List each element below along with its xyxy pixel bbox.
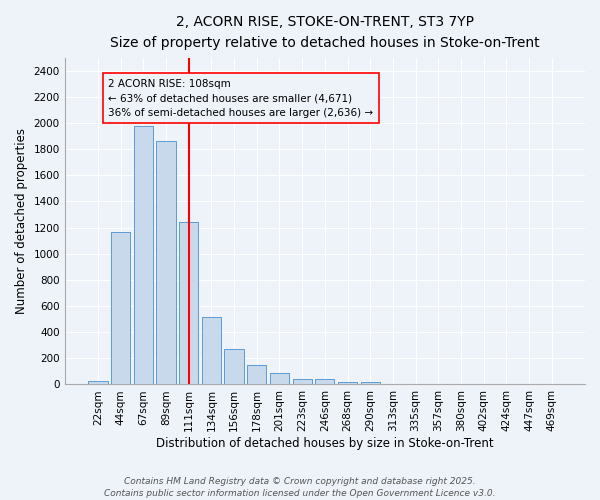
Bar	[361, 382, 380, 384]
Bar	[111, 232, 130, 384]
Bar	[247, 365, 266, 384]
Bar	[315, 378, 334, 384]
X-axis label: Distribution of detached houses by size in Stoke-on-Trent: Distribution of detached houses by size …	[156, 437, 494, 450]
Bar	[293, 378, 312, 384]
Bar	[157, 142, 176, 384]
Bar	[88, 381, 107, 384]
Bar	[134, 126, 153, 384]
Bar	[179, 222, 199, 384]
Y-axis label: Number of detached properties: Number of detached properties	[15, 128, 28, 314]
Text: 2 ACORN RISE: 108sqm
← 63% of detached houses are smaller (4,671)
36% of semi-de: 2 ACORN RISE: 108sqm ← 63% of detached h…	[108, 78, 373, 118]
Bar	[270, 372, 289, 384]
Bar	[338, 382, 357, 384]
Title: 2, ACORN RISE, STOKE-ON-TRENT, ST3 7YP
Size of property relative to detached hou: 2, ACORN RISE, STOKE-ON-TRENT, ST3 7YP S…	[110, 15, 539, 50]
Bar	[224, 348, 244, 384]
Text: Contains HM Land Registry data © Crown copyright and database right 2025.
Contai: Contains HM Land Registry data © Crown c…	[104, 476, 496, 498]
Bar	[202, 317, 221, 384]
